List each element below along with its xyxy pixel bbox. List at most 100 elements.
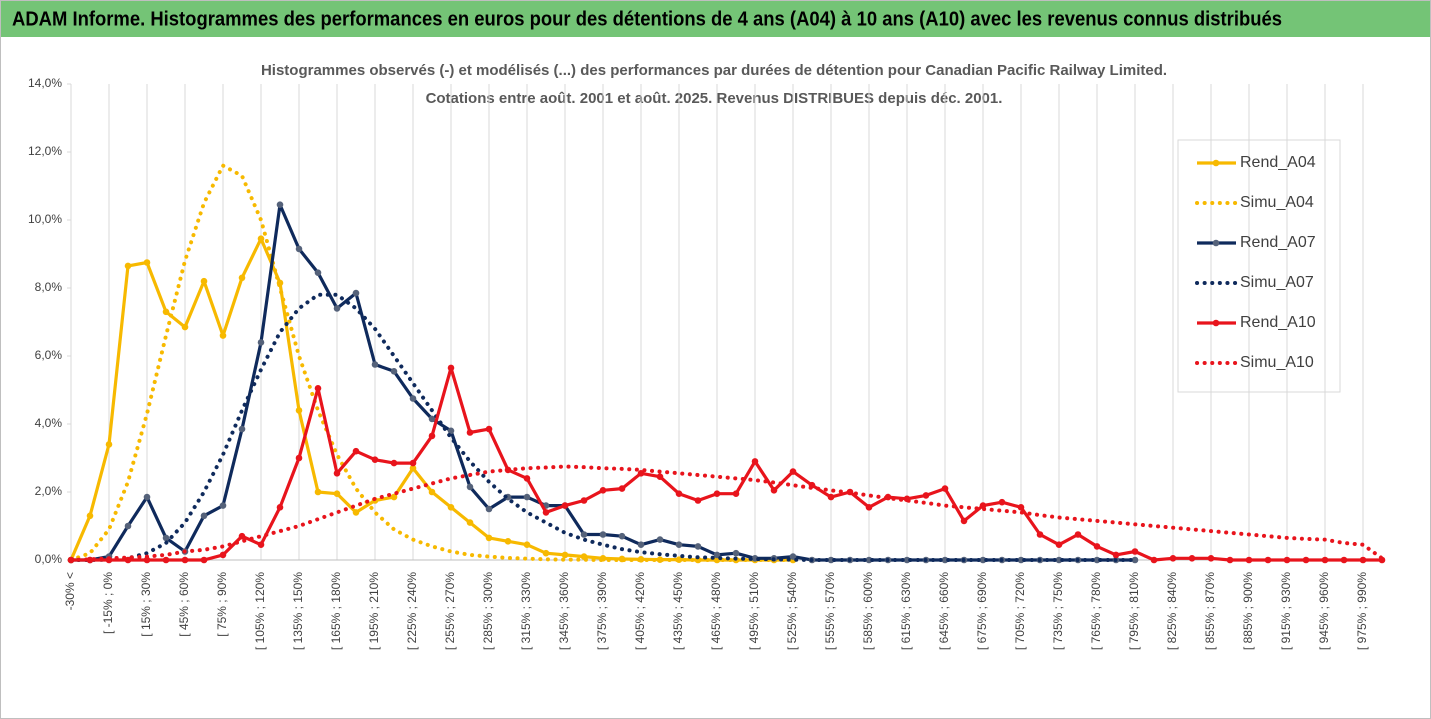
data-point	[333, 490, 341, 498]
x-tick-label: [ 825% ; 840%	[1165, 572, 1179, 650]
data-point	[1302, 556, 1310, 564]
data-point	[675, 490, 683, 498]
legend-label: Simu_A10	[1240, 354, 1314, 371]
data-point	[219, 502, 227, 509]
data-point	[238, 532, 246, 540]
data-point	[903, 556, 911, 564]
data-point	[1017, 556, 1025, 564]
x-tick-label: [ 525% ; 540%	[785, 572, 799, 650]
x-tick-label: [ 345% ; 360%	[557, 572, 571, 650]
x-tick-label: [ 435% ; 450%	[671, 572, 685, 650]
data-point	[466, 519, 474, 526]
x-tick-label: [ 225% ; 240%	[405, 572, 419, 650]
data-point	[352, 289, 360, 297]
data-point	[447, 364, 455, 372]
data-point	[466, 483, 474, 491]
x-tick-label: [ 675% ; 690%	[975, 572, 989, 650]
legend-marker	[1212, 159, 1220, 167]
y-tick-label: 4,0%	[35, 416, 63, 430]
data-point	[314, 269, 322, 277]
x-tick-label: -30% <	[63, 572, 77, 610]
y-tick-label: 10,0%	[28, 212, 62, 226]
data-point	[1321, 556, 1329, 564]
data-point	[960, 517, 968, 525]
x-tick-label: [ 915% ; 930%	[1279, 572, 1293, 650]
data-point	[998, 498, 1006, 506]
x-tick-label: [ 465% ; 480%	[709, 572, 723, 650]
data-point	[124, 556, 132, 564]
data-point	[485, 425, 493, 433]
data-point	[599, 487, 607, 494]
data-point	[162, 308, 170, 316]
data-point	[523, 475, 531, 482]
data-point	[124, 522, 132, 530]
data-point	[1245, 556, 1253, 564]
data-point	[1112, 551, 1120, 559]
data-point	[979, 556, 987, 564]
data-point	[409, 464, 417, 472]
data-point	[542, 549, 550, 557]
x-tick-label: [ 795% ; 810%	[1127, 572, 1141, 650]
x-tick-label: [ 375% ; 390%	[595, 572, 609, 650]
x-tick-label: [ 585% ; 600%	[861, 572, 875, 650]
data-point	[1150, 556, 1158, 564]
x-tick-label: [ -15% ; 0%	[101, 572, 115, 634]
series-line	[69, 464, 1384, 562]
data-point	[257, 339, 265, 346]
data-point	[485, 534, 493, 542]
legend-label: Simu_A07	[1240, 274, 1314, 291]
data-point	[447, 504, 455, 511]
data-point	[257, 235, 265, 242]
data-point	[86, 556, 94, 564]
x-tick-label: [ 615% ; 630%	[899, 572, 913, 650]
data-point	[713, 551, 721, 559]
header-title: ADAM Informe. Histogrammes des performan…	[12, 8, 1282, 30]
data-point	[770, 487, 778, 494]
data-point	[181, 556, 189, 564]
data-point	[181, 323, 189, 331]
data-point	[1188, 555, 1196, 562]
data-point	[789, 553, 797, 560]
data-point	[1226, 556, 1234, 564]
x-tick-label: [ 135% ; 150%	[291, 572, 305, 650]
data-point	[200, 277, 208, 285]
data-point	[504, 538, 512, 545]
data-point	[827, 493, 835, 501]
legend-label: Simu_A04	[1240, 194, 1314, 211]
x-tick-label: [ 885% ; 900%	[1241, 572, 1255, 650]
data-point	[637, 470, 645, 477]
data-point	[276, 504, 284, 511]
x-tick-label: [ 495% ; 510%	[747, 572, 761, 650]
y-tick-label: 8,0%	[35, 280, 63, 294]
x-tick-label: [ 405% ; 420%	[633, 572, 647, 650]
data-point	[276, 201, 284, 208]
data-point	[1131, 548, 1139, 555]
data-point	[295, 407, 303, 414]
data-point	[523, 541, 531, 548]
y-tick-label: 6,0%	[35, 348, 63, 362]
data-point	[1093, 556, 1101, 564]
data-point	[162, 556, 170, 564]
data-point	[1055, 541, 1063, 548]
data-point	[542, 509, 550, 516]
chart-subtitle: Cotations entre août. 2001 et août. 2025…	[426, 90, 1003, 107]
legend-marker	[1212, 319, 1220, 327]
x-tick-label: [ 645% ; 660%	[937, 572, 951, 650]
data-point	[485, 505, 493, 513]
x-tick-label: [ 15% ; 30%	[139, 572, 153, 637]
x-tick-label: [ 945% ; 960%	[1317, 572, 1331, 650]
data-point	[143, 259, 151, 266]
data-point	[1359, 556, 1367, 564]
data-point	[428, 415, 436, 423]
x-tick-label: [ 45% ; 60%	[177, 572, 191, 637]
data-point	[390, 493, 398, 501]
data-point	[162, 534, 170, 542]
data-point	[580, 531, 588, 538]
y-tick-label: 14,0%	[28, 76, 62, 90]
data-point	[200, 512, 208, 520]
x-tick-label: [ 705% ; 720%	[1013, 572, 1027, 650]
data-point	[390, 459, 398, 467]
data-point	[219, 332, 227, 339]
data-point	[827, 556, 835, 564]
